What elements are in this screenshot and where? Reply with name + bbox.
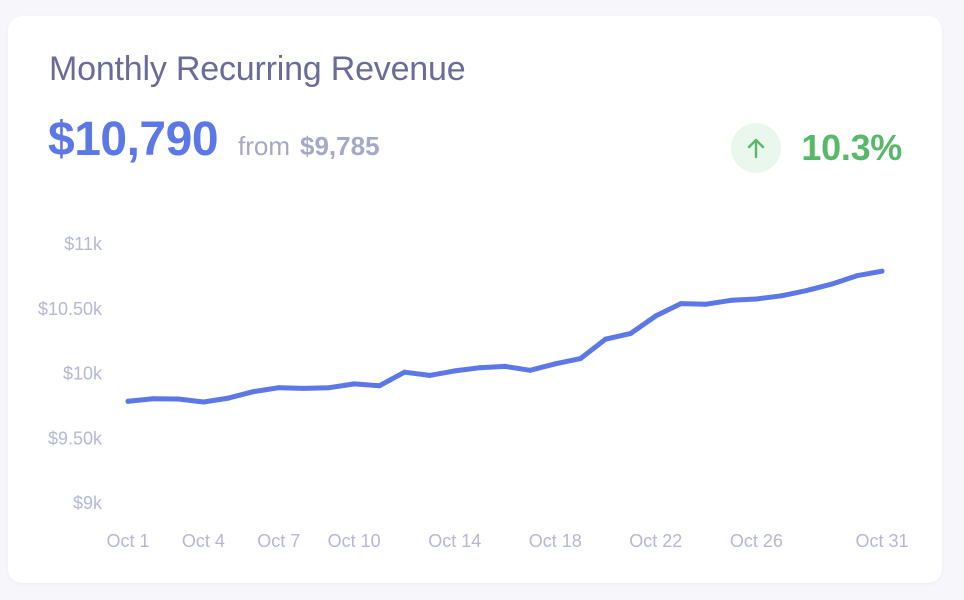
data-point (653, 313, 659, 319)
data-point (753, 296, 759, 302)
y-tick-label: $11k (64, 234, 103, 254)
x-tick-label: Oct 4 (182, 531, 225, 551)
data-point (854, 273, 860, 279)
data-point (301, 385, 307, 391)
data-point (427, 372, 433, 378)
data-point (577, 356, 583, 362)
value-row: $10,790 from $9,785 (48, 112, 380, 167)
data-point (150, 396, 156, 402)
data-point (703, 301, 709, 307)
x-tick-label: Oct 7 (257, 531, 300, 551)
x-tick-label: Oct 14 (428, 531, 481, 551)
data-point (226, 395, 232, 401)
data-point (552, 361, 558, 367)
data-point (351, 381, 357, 387)
change-indicator: 10.3% (731, 123, 902, 173)
data-point (778, 293, 784, 299)
revenue-series-line (125, 268, 885, 405)
data-point (804, 288, 810, 294)
y-tick-label: $9k (73, 493, 103, 513)
arrow-up-icon (731, 123, 782, 173)
data-point (251, 389, 257, 395)
x-tick-label: Oct 1 (106, 531, 149, 551)
data-point (603, 336, 609, 342)
x-tick-label: Oct 18 (529, 531, 582, 551)
data-point (628, 330, 634, 336)
data-point (376, 383, 382, 389)
data-point (175, 396, 181, 402)
from-label: from (238, 131, 291, 161)
data-point (728, 297, 734, 303)
x-tick-label: Oct 26 (730, 531, 783, 551)
y-tick-label: $9.50k (48, 428, 103, 448)
x-tick-label: Oct 31 (855, 531, 908, 551)
card-title: Monthly Recurring Revenue (49, 50, 466, 88)
data-point (276, 385, 282, 391)
data-point (527, 367, 533, 373)
current-value: $10,790 (48, 113, 219, 166)
data-point (200, 399, 206, 405)
data-point (452, 368, 458, 374)
y-tick-label: $10.50k (38, 299, 103, 319)
x-tick-label: Oct 22 (629, 531, 682, 551)
y-tick-label: $10k (63, 364, 103, 384)
x-tick-label: Oct 10 (328, 531, 381, 551)
data-point (829, 281, 835, 287)
data-point (477, 365, 483, 371)
mrr-card: Monthly Recurring Revenue $10,790 from $… (8, 16, 942, 583)
data-point (401, 369, 407, 375)
change-percentage: 10.3% (801, 127, 902, 168)
data-point (678, 301, 684, 307)
data-point (502, 363, 508, 369)
data-point (125, 398, 131, 404)
data-point (879, 268, 885, 274)
arrow-up-glyph (748, 138, 765, 159)
previous-value: $9,785 (300, 131, 380, 161)
data-point (326, 385, 332, 391)
